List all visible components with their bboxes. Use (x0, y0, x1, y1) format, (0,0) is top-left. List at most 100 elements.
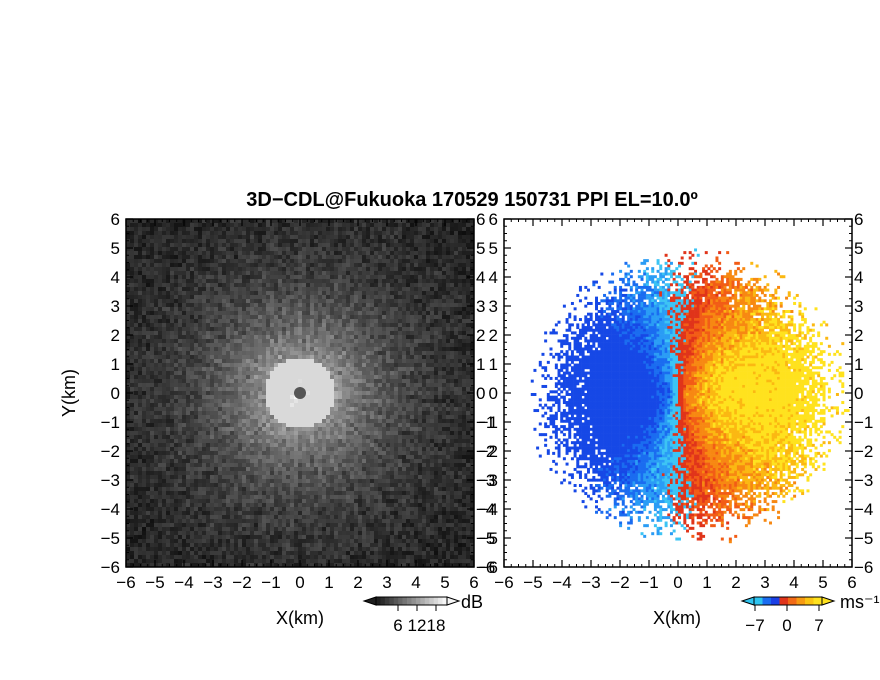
backscatter-pixel (278, 403, 283, 408)
backscatter-pixel (278, 419, 283, 424)
backscatter-pixel (206, 219, 211, 224)
backscatter-pixel (262, 323, 267, 328)
backscatter-pixel (222, 303, 227, 308)
backscatter-pixel (146, 527, 151, 532)
backscatter-pixel (138, 327, 143, 332)
backscatter-pixel (238, 231, 243, 236)
backscatter-pixel (126, 299, 131, 304)
backscatter-pixel (338, 319, 343, 324)
backscatter-pixel (314, 563, 319, 567)
backscatter-pixel (226, 531, 231, 536)
backscatter-pixel (138, 247, 143, 252)
backscatter-pixel (182, 519, 187, 524)
backscatter-pixel (338, 299, 343, 304)
backscatter-pixel (266, 563, 271, 567)
backscatter-pixel (222, 559, 227, 564)
backscatter-pixel (142, 275, 147, 280)
backscatter-pixel (354, 303, 359, 308)
backscatter-pixel (342, 515, 347, 520)
backscatter-pixel (206, 555, 211, 560)
backscatter-pixel (254, 395, 259, 400)
backscatter-pixel (226, 439, 231, 444)
backscatter-pixel (274, 271, 279, 276)
backscatter-pixel (150, 375, 155, 380)
backscatter-pixel (350, 375, 355, 380)
backscatter-pixel (302, 539, 307, 544)
backscatter-pixel (194, 383, 199, 388)
backscatter-pixel (218, 331, 223, 336)
backscatter-pixel (126, 283, 131, 288)
backscatter-pixel (282, 255, 287, 260)
backscatter-pixel (330, 303, 335, 308)
backscatter-pixel (202, 407, 207, 412)
backscatter-pixel (354, 351, 359, 356)
backscatter-pixel (294, 383, 299, 388)
backscatter-pixel (182, 467, 187, 472)
backscatter-pixel (206, 255, 211, 260)
backscatter-pixel (314, 251, 319, 256)
backscatter-pixel (298, 375, 303, 380)
backscatter-pixel (298, 379, 303, 384)
backscatter-pixel (222, 371, 227, 376)
backscatter-pixel (262, 263, 267, 268)
backscatter-pixel (250, 543, 255, 548)
backscatter-pixel (262, 275, 267, 280)
backscatter-pixel (346, 495, 351, 500)
backscatter-pixel (322, 275, 327, 280)
backscatter-pixel (194, 251, 199, 256)
backscatter-pixel (158, 219, 163, 224)
backscatter-pixel (142, 327, 147, 332)
backscatter-pixel (306, 247, 311, 252)
backscatter-pixel (274, 299, 279, 304)
backscatter-pixel (238, 371, 243, 376)
backscatter-pixel (262, 547, 267, 552)
backscatter-pixel (286, 259, 291, 264)
backscatter-pixel (178, 275, 183, 280)
backscatter-pixel (246, 279, 251, 284)
backscatter-pixel (186, 503, 191, 508)
backscatter-pixel (230, 415, 235, 420)
backscatter-pixel (350, 335, 355, 340)
backscatter-pixel (330, 443, 335, 448)
backscatter-pixel (190, 247, 195, 252)
backscatter-pixel (318, 299, 323, 304)
backscatter-pixel (154, 371, 159, 376)
backscatter-pixel (190, 403, 195, 408)
backscatter-pixel (298, 443, 303, 448)
backscatter-pixel (166, 283, 171, 288)
backscatter-pixel (290, 499, 295, 504)
backscatter-pixel (322, 539, 327, 544)
backscatter-pixel (226, 275, 231, 280)
backscatter-pixel (210, 243, 215, 248)
backscatter-pixel (198, 475, 203, 480)
backscatter-pixel (170, 503, 175, 508)
backscatter-pixel (330, 315, 335, 320)
backscatter-pixel (350, 507, 355, 512)
backscatter-pixel (334, 363, 339, 368)
backscatter-pixel (126, 339, 131, 344)
backscatter-pixel (282, 331, 287, 336)
backscatter-pixel (206, 459, 211, 464)
backscatter-pixel (154, 383, 159, 388)
backscatter-pixel (274, 367, 279, 372)
backscatter-pixel (206, 551, 211, 556)
backscatter-pixel (214, 439, 219, 444)
backscatter-pixel (190, 427, 195, 432)
backscatter-pixel (334, 355, 339, 360)
backscatter-pixel (178, 531, 183, 536)
backscatter-pixel (302, 343, 307, 348)
backscatter-pixel (290, 303, 295, 308)
backscatter-pixel (206, 303, 211, 308)
backscatter-pixel (258, 283, 263, 288)
backscatter-pixel (166, 483, 171, 488)
backscatter-pixel (350, 311, 355, 316)
backscatter-pixel (342, 351, 347, 356)
backscatter-pixel (158, 283, 163, 288)
backscatter-pixel (230, 255, 235, 260)
backscatter-pixel (322, 435, 327, 440)
backscatter-pixel (314, 543, 319, 548)
backscatter-pixel (282, 303, 287, 308)
backscatter-pixel (310, 339, 315, 344)
backscatter-pixel (170, 287, 175, 292)
backscatter-pixel (226, 423, 231, 428)
